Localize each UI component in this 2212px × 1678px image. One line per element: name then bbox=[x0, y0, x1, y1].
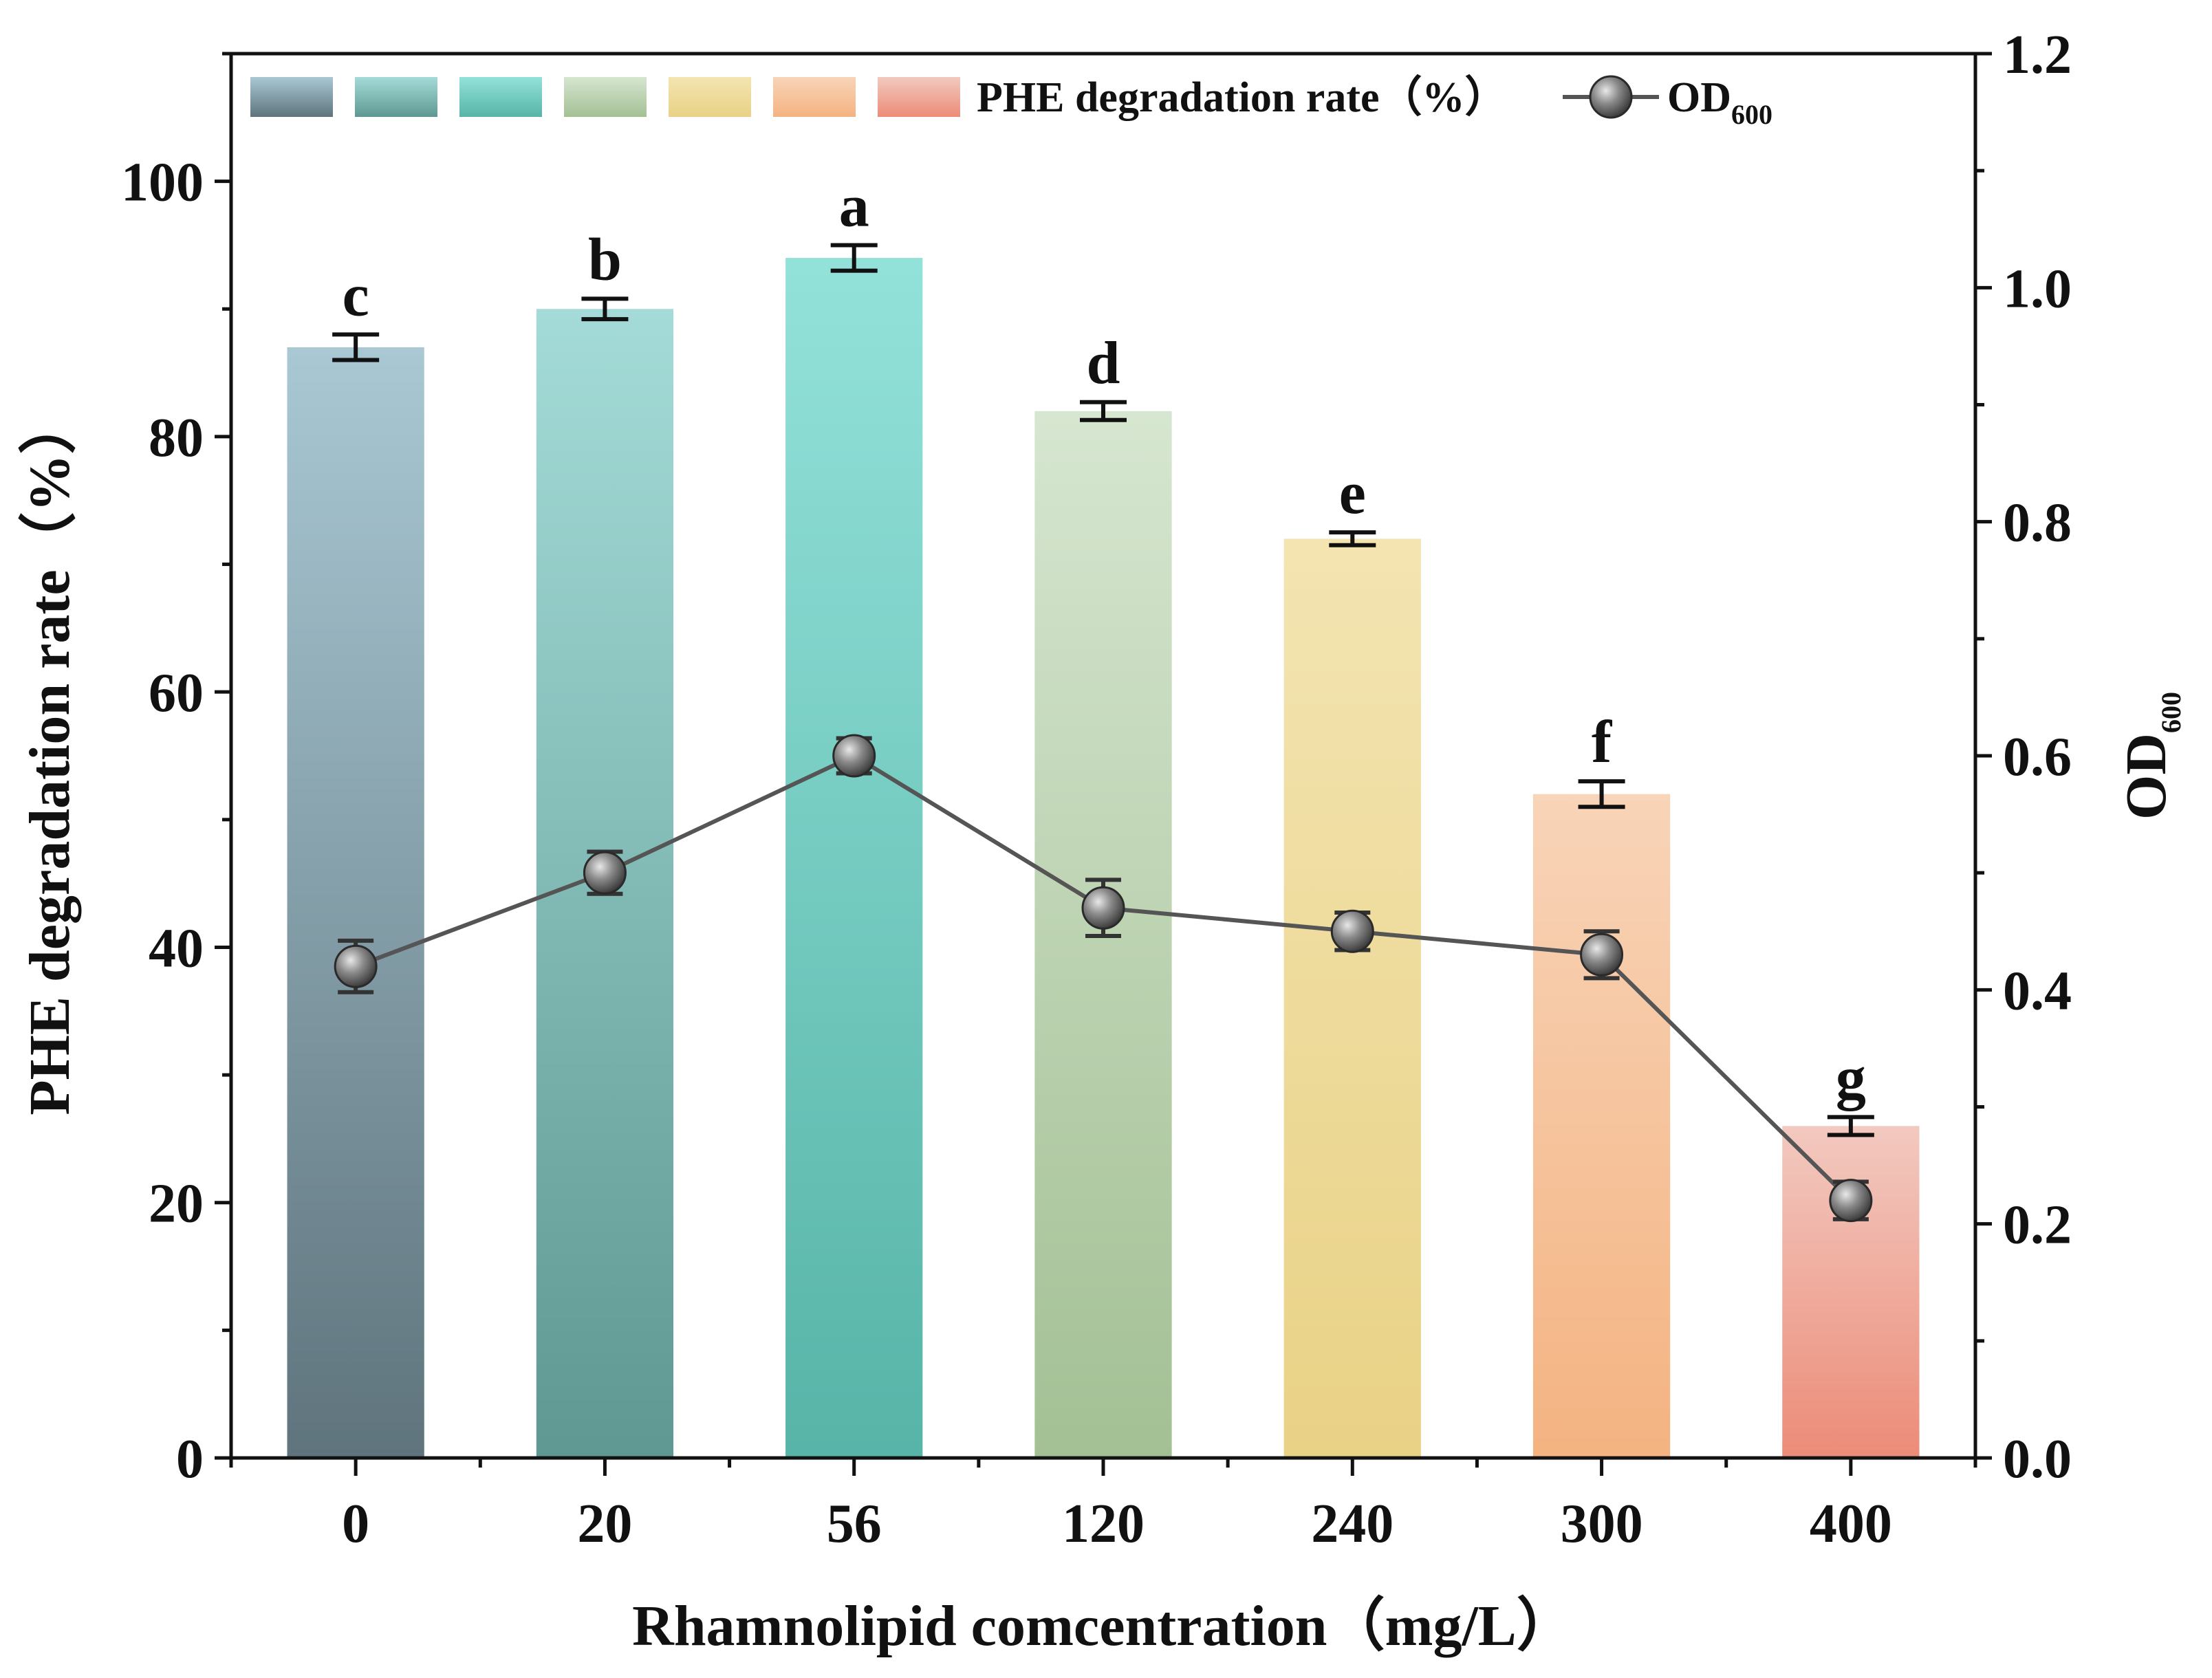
bar-error-300 bbox=[1578, 779, 1625, 809]
significance-letter-20: b bbox=[588, 226, 622, 293]
bar-0 bbox=[287, 347, 424, 1458]
y-tick-label-80: 80 bbox=[149, 408, 204, 468]
y2-tick-label-0.0: 0.0 bbox=[2003, 1429, 2072, 1490]
legend-swatch-20 bbox=[355, 77, 437, 117]
od600-point-56 bbox=[832, 734, 876, 778]
od600-point-0 bbox=[334, 944, 378, 988]
bar-error-20 bbox=[581, 296, 629, 322]
y-tick-label-100: 100 bbox=[121, 153, 204, 213]
y-tick-label-40: 40 bbox=[149, 918, 204, 979]
bar-error-240 bbox=[1329, 530, 1376, 547]
bars-layer bbox=[287, 258, 1920, 1459]
x-tick-label-300: 300 bbox=[1561, 1494, 1643, 1554]
legend-label-od-sub: 600 bbox=[1731, 99, 1772, 130]
legend-label-od-main: OD bbox=[1667, 74, 1731, 121]
y2-tick-label-0.4: 0.4 bbox=[2003, 961, 2072, 1021]
x-tick-label-240: 240 bbox=[1311, 1494, 1394, 1554]
y-tick-label-0: 0 bbox=[176, 1429, 204, 1490]
bar-error-400 bbox=[1827, 1115, 1874, 1137]
bar-error-0 bbox=[332, 332, 380, 362]
bar-240 bbox=[1283, 538, 1421, 1458]
bar-error-120 bbox=[1080, 400, 1127, 422]
bar-300 bbox=[1532, 794, 1671, 1458]
od600-point-400 bbox=[1829, 1179, 1873, 1223]
bar-400 bbox=[1782, 1126, 1920, 1458]
bar-56 bbox=[785, 258, 923, 1458]
legend-swatch-56 bbox=[459, 77, 542, 117]
x-tick-label-400: 400 bbox=[1810, 1494, 1892, 1554]
axes-layer: 0 20 40 60 80 100 0.0 0.2 0.4 0.6 0.8 1.0 1.2 0 20 56 12… bbox=[121, 25, 2072, 1554]
legend: PHE degradation rate（%） OD600 bbox=[250, 73, 1772, 130]
legend-swatch-120 bbox=[564, 77, 647, 117]
bar-error-56 bbox=[830, 243, 878, 273]
y2-axis-title-sub: 600 bbox=[2156, 692, 2187, 733]
significance-letter-56: a bbox=[839, 173, 869, 239]
od600-point-240 bbox=[1330, 909, 1374, 953]
legend-od-marker bbox=[1589, 75, 1633, 119]
od-line-layer bbox=[334, 734, 1873, 1223]
y2-tick-label-1.2: 1.2 bbox=[2003, 25, 2072, 85]
significance-letter-400: g bbox=[1836, 1045, 1866, 1111]
y-tick-label-60: 60 bbox=[149, 663, 204, 723]
x-axis-title: Rhamnolipid comcentration（mg/L） bbox=[632, 1594, 1574, 1658]
significance-letter-240: e bbox=[1339, 460, 1366, 527]
x-tick-label-20: 20 bbox=[577, 1494, 632, 1554]
significance-letter-120: d bbox=[1087, 330, 1120, 397]
legend-label-phe: PHE degradation rate（%） bbox=[977, 73, 1508, 121]
od600-point-300 bbox=[1580, 933, 1624, 977]
y-axis-title: PHE degradation rate（%） bbox=[18, 396, 82, 1115]
x-tick-label-0: 0 bbox=[342, 1494, 369, 1554]
significance-letters: c b a d e f g bbox=[343, 173, 1866, 1111]
bar-error-bars bbox=[332, 243, 1874, 1137]
significance-letter-300: f bbox=[1592, 709, 1613, 776]
y2-tick-label-0.8: 0.8 bbox=[2003, 493, 2072, 554]
od600-point-20 bbox=[583, 851, 627, 895]
legend-label-od600: OD600 bbox=[1667, 74, 1772, 130]
significance-letter-0: c bbox=[343, 262, 369, 329]
legend-swatch-400 bbox=[878, 77, 960, 117]
legend-swatch-0 bbox=[250, 77, 333, 117]
y2-tick-label-0.2: 0.2 bbox=[2003, 1195, 2072, 1256]
axis-titles: Rhamnolipid comcentration（mg/L） PHE degra… bbox=[18, 396, 2187, 1658]
x-tick-label-120: 120 bbox=[1062, 1494, 1145, 1554]
y2-tick-label-1.0: 1.0 bbox=[2003, 259, 2072, 319]
legend-swatch-300 bbox=[773, 77, 856, 117]
y2-tick-label-0.6: 0.6 bbox=[2003, 727, 2072, 787]
legend-swatch-240 bbox=[669, 77, 751, 117]
y-tick-label-20: 20 bbox=[149, 1174, 204, 1234]
y2-axis-title-main: OD bbox=[2114, 733, 2178, 820]
x-tick-label-56: 56 bbox=[827, 1494, 882, 1554]
y2-axis-title: OD600 bbox=[2114, 692, 2187, 820]
od600-point-120 bbox=[1081, 886, 1125, 930]
